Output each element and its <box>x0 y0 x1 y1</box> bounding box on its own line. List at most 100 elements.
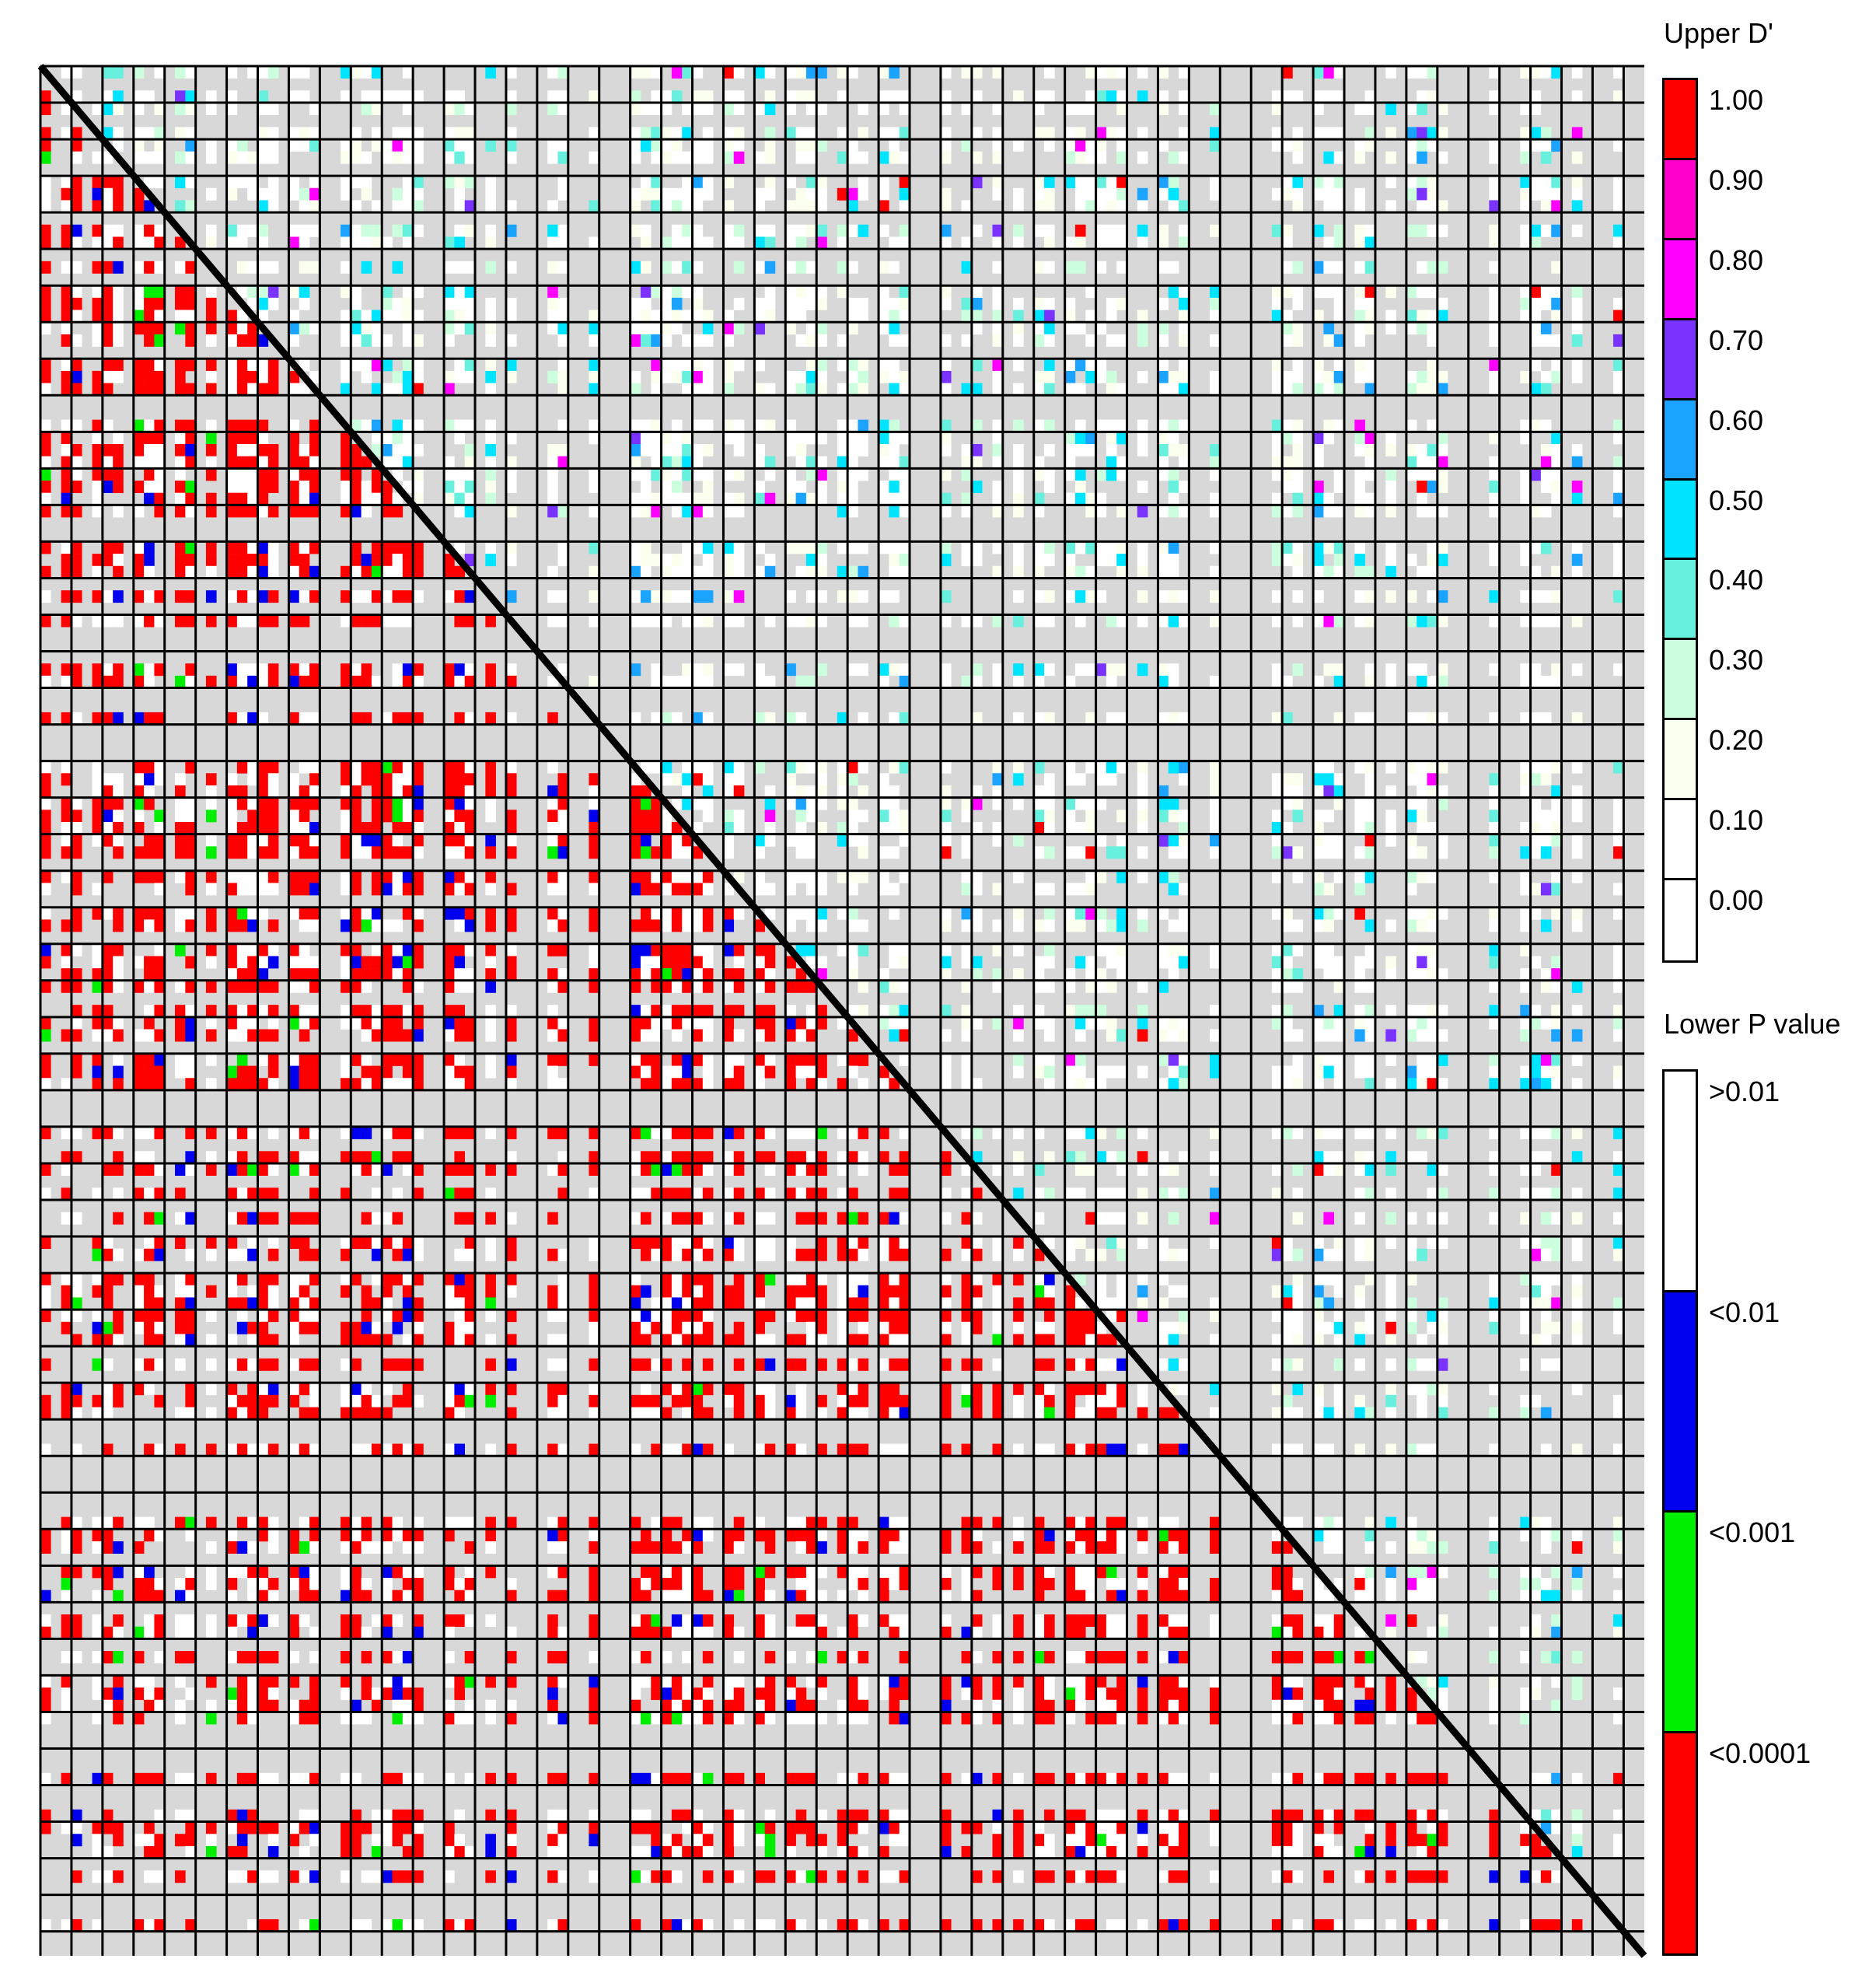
heatmap-cell <box>1571 1212 1583 1225</box>
heatmap-cell <box>1292 565 1304 579</box>
heatmap-cell <box>1282 66 1293 79</box>
heatmap-cell <box>413 675 424 688</box>
heatmap-cell <box>1551 761 1562 774</box>
heatmap-cell <box>847 834 858 847</box>
heatmap-cell <box>288 712 300 725</box>
heatmap-cell <box>547 785 558 798</box>
heatmap-cell <box>630 419 641 432</box>
heatmap-cell <box>92 370 103 383</box>
heatmap-cell <box>785 310 796 323</box>
heatmap-cell <box>102 590 114 603</box>
heatmap-cell <box>899 505 910 518</box>
heatmap-cell <box>299 785 310 798</box>
heatmap-cell <box>1074 846 1086 859</box>
heatmap-cell <box>651 358 662 372</box>
heatmap-cell <box>1033 614 1045 628</box>
heatmap-cell <box>640 870 652 883</box>
heatmap-cell <box>630 797 641 810</box>
heatmap-cell <box>702 1016 714 1030</box>
heatmap-cell <box>309 468 320 481</box>
heatmap-cell <box>682 1248 693 1261</box>
heatmap-cell <box>764 297 776 310</box>
heatmap-cell <box>702 1163 714 1176</box>
heatmap-cell <box>1520 370 1531 383</box>
heatmap-cell <box>764 127 776 140</box>
heatmap-cell <box>1551 883 1562 896</box>
heatmap-cell <box>236 1310 248 1323</box>
heatmap-cell <box>1095 151 1107 164</box>
heatmap-cell <box>247 1297 258 1310</box>
heatmap-cell <box>1158 663 1169 677</box>
heatmap-cell <box>299 383 310 396</box>
heatmap-cell <box>299 1236 310 1250</box>
heatmap-cell <box>879 1248 889 1261</box>
heatmap-cell <box>299 810 310 823</box>
heatmap-cell <box>733 1212 745 1225</box>
heatmap-cell <box>61 1187 72 1201</box>
heatmap-cell <box>1158 103 1169 116</box>
heatmap-cell <box>651 285 662 299</box>
heatmap-cell <box>299 663 310 677</box>
heatmap-cell <box>505 541 517 554</box>
heatmap-cell <box>805 383 817 396</box>
heatmap-cell <box>247 773 258 786</box>
heatmap-cell <box>764 103 776 116</box>
heatmap-cell <box>1137 1297 1148 1310</box>
heatmap-cell <box>61 444 72 456</box>
heatmap-cell <box>1158 907 1169 920</box>
heatmap-cell <box>940 139 952 152</box>
heatmap-cell <box>692 90 704 103</box>
heatmap-cell <box>1074 590 1086 603</box>
heatmap-cell <box>879 90 889 103</box>
heatmap-cell <box>589 1151 600 1164</box>
heatmap-cell <box>351 785 362 798</box>
heatmap-cell <box>464 1273 476 1286</box>
heatmap-cell <box>889 334 900 347</box>
heatmap-cell <box>175 151 186 164</box>
heatmap-cell <box>247 943 258 957</box>
heatmap-cell <box>1074 663 1086 677</box>
heatmap-cell <box>485 468 496 481</box>
heatmap-cell <box>299 1273 310 1286</box>
heatmap-cell <box>144 358 155 372</box>
heatmap-cell <box>299 1016 310 1030</box>
heatmap-cell <box>1520 980 1531 993</box>
heatmap-cell <box>40 468 51 481</box>
heatmap-cell <box>879 822 889 834</box>
heatmap-cell <box>205 565 217 579</box>
heatmap-cell <box>557 1248 569 1261</box>
heatmap-cell <box>257 103 269 116</box>
heatmap-cell <box>154 1310 166 1323</box>
heatmap-cell <box>1551 1163 1562 1176</box>
heatmap-cell <box>361 1053 372 1066</box>
heatmap-cell <box>1106 127 1117 140</box>
heatmap-cell <box>1364 810 1376 823</box>
heatmap-cell <box>1354 1285 1365 1298</box>
heatmap-cell <box>795 968 807 981</box>
heatmap-cell <box>754 66 765 79</box>
heatmap-cell <box>40 200 51 213</box>
heatmap-cell <box>1085 1163 1096 1176</box>
heatmap-cell <box>113 1310 124 1323</box>
heatmap-cell <box>257 200 269 213</box>
heatmap-cell <box>1044 980 1055 993</box>
heatmap-cell <box>1437 675 1448 688</box>
heatmap-cell <box>299 1285 310 1298</box>
heatmap-cell <box>144 492 155 505</box>
heatmap-cell <box>340 1151 351 1164</box>
heatmap-cell <box>485 663 496 677</box>
heatmap-cell <box>889 481 900 494</box>
heatmap-cell <box>1540 1297 1552 1310</box>
heatmap-cell <box>733 1187 745 1201</box>
heatmap-cell <box>961 797 973 810</box>
heatmap-cell <box>733 322 745 335</box>
heatmap-cell <box>1364 224 1376 237</box>
heatmap-cell <box>309 322 320 335</box>
heatmap-cell <box>236 797 248 810</box>
heatmap-cell <box>1323 1212 1335 1225</box>
heatmap-cell <box>1209 773 1221 786</box>
heatmap-cell <box>444 870 455 883</box>
heatmap-cell <box>1571 785 1583 798</box>
heatmap-cell <box>557 919 569 932</box>
heatmap-cell <box>879 1065 889 1079</box>
